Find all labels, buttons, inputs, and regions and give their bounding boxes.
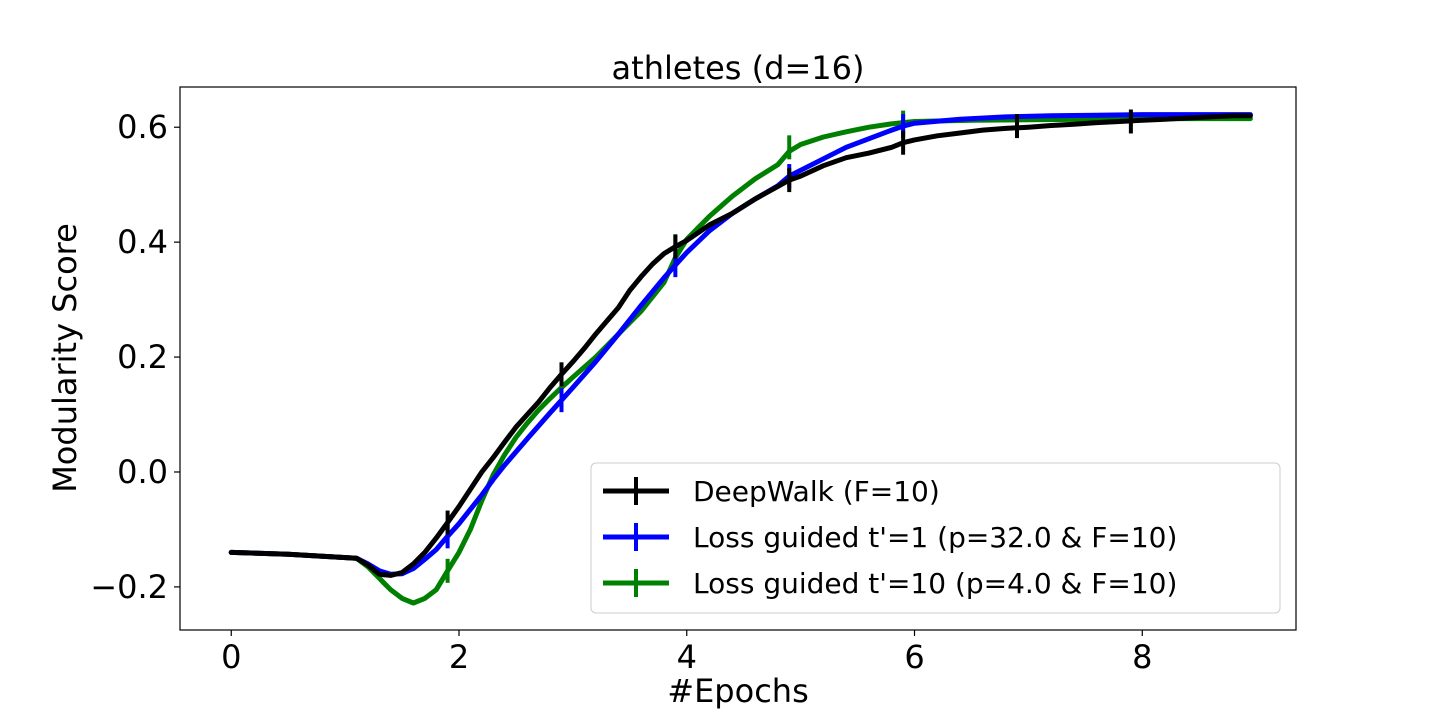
x-axis-title: #Epochs bbox=[667, 672, 808, 710]
x-tick-label: 6 bbox=[904, 638, 924, 676]
x-tick-label: 8 bbox=[1132, 638, 1152, 676]
y-tick-label: 0.2 bbox=[117, 338, 168, 376]
y-tick-label: 0.0 bbox=[117, 453, 168, 491]
y-axis-title: Modularity Score bbox=[46, 223, 84, 493]
x-tick-label: 4 bbox=[677, 638, 697, 676]
legend-label: Loss guided t'=10 (p=4.0 & F=10) bbox=[693, 567, 1177, 600]
series-line-0 bbox=[228, 113, 1253, 578]
legend-label: Loss guided t'=1 (p=32.0 & F=10) bbox=[693, 521, 1177, 554]
series-layer bbox=[228, 109, 1253, 606]
y-tick-label: 0.6 bbox=[117, 108, 168, 146]
y-tick-label: 0.4 bbox=[117, 223, 168, 261]
legend-label: DeepWalk (F=10) bbox=[693, 475, 940, 508]
y-axis: −0.2 0.0 0.2 0.4 0.6 bbox=[90, 108, 180, 606]
x-axis: 0 2 4 6 8 bbox=[221, 630, 1152, 676]
x-tick-label: 2 bbox=[449, 638, 469, 676]
plot-frame bbox=[179, 86, 1297, 631]
legend: DeepWalk (F=10) Loss guided t'=1 (p=32.0 … bbox=[590, 462, 1281, 614]
y-tick-label: −0.2 bbox=[90, 568, 168, 606]
x-tick-label: 0 bbox=[221, 638, 241, 676]
series-line-1 bbox=[228, 112, 1253, 577]
chart-title: athletes (d=16) bbox=[612, 49, 865, 87]
legend-box bbox=[590, 462, 1281, 614]
